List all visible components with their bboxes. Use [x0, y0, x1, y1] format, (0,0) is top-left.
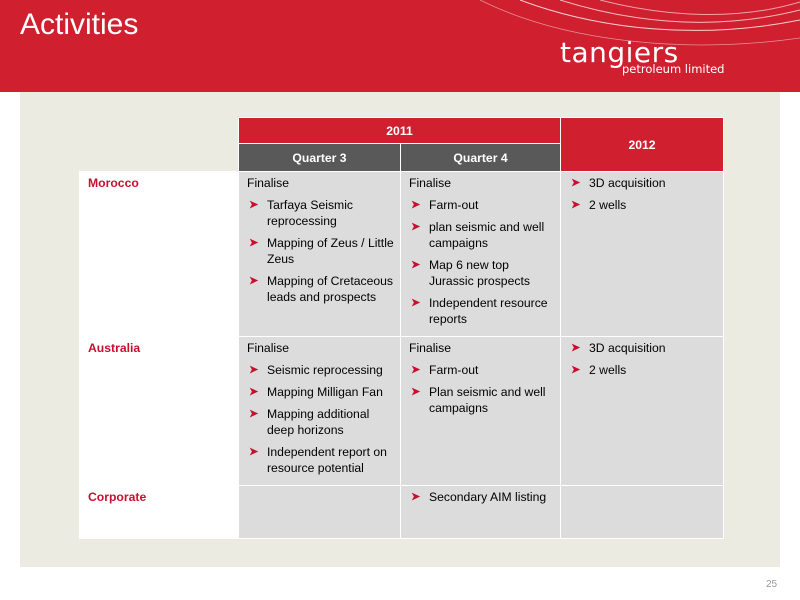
chevron-right-icon: ➤ [249, 275, 259, 287]
chevron-right-icon: ➤ [249, 199, 259, 211]
chevron-right-icon: ➤ [411, 491, 421, 503]
list-item: ➤ Farm-out [411, 198, 479, 212]
chevron-right-icon: ➤ [249, 386, 259, 398]
slide-title: Activities [20, 8, 139, 41]
bullet-list: ➤ Farm-out ➤ plan seismic and well campaig… [409, 197, 555, 327]
list-item: ➤ 2 wells [571, 363, 627, 377]
bullet-list: ➤ Tarfaya Seismic reprocessing ➤ Mapping o… [247, 197, 395, 305]
chevron-right-icon: ➤ [571, 342, 581, 354]
list-item: ➤ Mapping of Cretaceous leads and prospec… [249, 274, 394, 304]
corporate-q3-cell [238, 485, 401, 539]
slide-header: Activities tangiers petroleum limited [0, 0, 800, 92]
list-item: ➤ Mapping additional deep horizons [249, 407, 370, 437]
row-label-australia: Australia [79, 336, 239, 486]
morocco-q3-cell: Finalise ➤ Tarfaya Seismic reprocessing ➤… [238, 171, 401, 337]
list-item: ➤ Secondary AIM listing [411, 490, 547, 504]
list-item: ➤ Tarfaya Seismic reprocessing [249, 198, 354, 228]
chevron-right-icon: ➤ [571, 364, 581, 376]
wave-lines-decoration [479, 0, 800, 46]
chevron-right-icon: ➤ [411, 221, 421, 233]
chevron-right-icon: ➤ [249, 408, 259, 420]
header-quarter-4: Quarter 4 [399, 143, 562, 172]
chevron-right-icon: ➤ [411, 297, 421, 309]
company-logo-name: tangiers [560, 36, 679, 69]
australia-q3-cell: Finalise ➤ Seismic reprocessing ➤ Mapping … [238, 336, 401, 486]
table-corner-blank [80, 118, 239, 172]
row-label-morocco: Morocco [79, 171, 239, 337]
list-item: ➤ Mapping of Zeus / Little Zeus [249, 236, 394, 266]
chevron-right-icon: ➤ [411, 386, 421, 398]
header-2012: 2012 [560, 117, 725, 172]
bullet-list: ➤ Seismic reprocessing ➤ Mapping Milligan … [247, 362, 395, 476]
chevron-right-icon: ➤ [249, 446, 259, 458]
chevron-right-icon: ➤ [571, 199, 581, 211]
list-item: ➤ Independent resource reports [411, 296, 548, 326]
list-item: ➤ 3D acquisition [571, 176, 666, 190]
row-label-corporate: Corporate [79, 485, 239, 539]
list-item: ➤ Map 6 new top Jurassic prospects [411, 258, 530, 288]
header-2011: 2011 [237, 117, 562, 144]
chevron-right-icon: ➤ [249, 237, 259, 249]
finalise-label: Finalise [409, 176, 451, 190]
list-item: ➤ Independent report on resource potentia… [249, 445, 387, 475]
header-quarter-3: Quarter 3 [238, 143, 401, 172]
list-item: ➤ Farm-out [411, 363, 479, 377]
finalise-label: Finalise [247, 176, 289, 190]
bullet-list: ➤ Farm-out ➤ Plan seismic and well campaig… [409, 362, 555, 416]
morocco-2012-cell: ➤ 3D acquisition ➤ 2 wells [560, 171, 725, 337]
bullet-list: ➤ 3D acquisition ➤ 2 wells [569, 340, 718, 378]
morocco-q4-cell: Finalise ➤ Farm-out ➤ plan seismic and wel… [399, 171, 562, 337]
table-row-australia: Australia Finalise ➤ Seismic reprocessing… [79, 336, 725, 486]
list-item: ➤ Seismic reprocessing [249, 363, 383, 377]
table-row-morocco: Morocco Finalise ➤ Tarfaya Seismic reproc… [79, 171, 725, 337]
list-item: ➤ 2 wells [571, 198, 627, 212]
corporate-2012-cell [560, 485, 725, 539]
chevron-right-icon: ➤ [249, 364, 259, 376]
table-row-corporate: Corporate ➤ Secondary AIM listing [79, 485, 725, 539]
chevron-right-icon: ➤ [411, 259, 421, 271]
list-item: ➤ Mapping Milligan Fan [249, 385, 383, 399]
bullet-list: ➤ Secondary AIM listing [409, 489, 555, 505]
activities-table: 2011 2012 Quarter 3 Quarter 4 Morocco Fi… [79, 117, 725, 539]
company-logo-subtitle: petroleum limited [622, 62, 725, 76]
finalise-label: Finalise [409, 341, 451, 355]
page-number: 25 [766, 579, 778, 590]
bullet-list: ➤ 3D acquisition ➤ 2 wells [569, 175, 718, 213]
list-item: ➤ Plan seismic and well campaigns [411, 385, 546, 415]
list-item: ➤ 3D acquisition [571, 341, 666, 355]
chevron-right-icon: ➤ [411, 364, 421, 376]
chevron-right-icon: ➤ [411, 199, 421, 211]
chevron-right-icon: ➤ [571, 177, 581, 189]
australia-q4-cell: Finalise ➤ Farm-out ➤ Plan seismic and wel… [399, 336, 562, 486]
finalise-label: Finalise [247, 341, 289, 355]
corporate-q4-cell: ➤ Secondary AIM listing [399, 485, 562, 539]
australia-2012-cell: ➤ 3D acquisition ➤ 2 wells [560, 336, 725, 486]
list-item: ➤ plan seismic and well campaigns [411, 220, 545, 250]
content-panel: 2011 2012 Quarter 3 Quarter 4 Morocco Fi… [20, 92, 780, 567]
